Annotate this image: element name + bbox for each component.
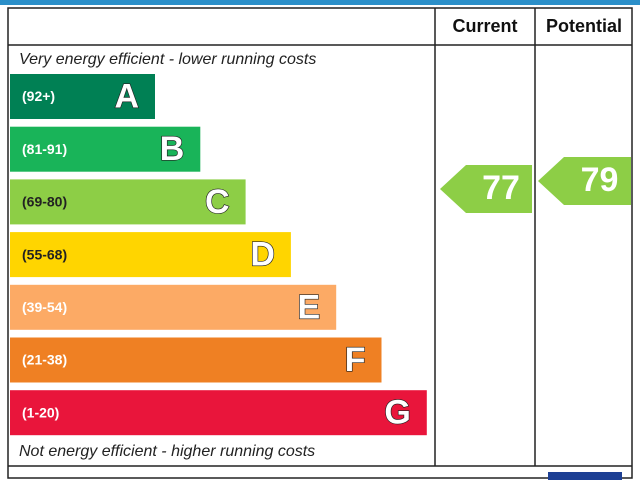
band-bar — [10, 284, 337, 330]
potential-score: 79 — [581, 161, 619, 199]
band-letter: B — [160, 130, 185, 168]
band-bar — [10, 390, 427, 436]
band-range: (92+) — [22, 88, 55, 104]
current-arrow — [440, 165, 532, 213]
top-strip — [0, 0, 640, 5]
band-letter: E — [298, 288, 321, 326]
band-bar — [10, 232, 291, 278]
band-range: (1-20) — [22, 404, 59, 420]
bottom-note: Not energy efficient - higher running co… — [19, 443, 315, 460]
band-letter: D — [250, 236, 275, 274]
band-bar — [10, 179, 246, 225]
band-letter: A — [114, 77, 139, 115]
band-letter: G — [384, 394, 410, 432]
band-range: (21-38) — [22, 352, 67, 368]
band-letter: C — [205, 183, 230, 221]
current-header: Current — [452, 16, 517, 36]
band-bar — [10, 337, 382, 383]
band-range: (69-80) — [22, 194, 67, 210]
band-bar — [10, 126, 201, 172]
band-range: (55-68) — [22, 246, 67, 262]
band-range: (81-91) — [22, 141, 67, 157]
eu-flag — [548, 472, 622, 480]
band-letter: F — [345, 341, 366, 379]
band-bar — [10, 74, 155, 119]
potential-arrow — [538, 157, 631, 205]
frame — [7, 7, 633, 479]
top-note: Very energy efficient - lower running co… — [19, 51, 316, 68]
band-range: (39-54) — [22, 299, 67, 315]
potential-header: Potential — [546, 16, 622, 36]
current-score: 77 — [482, 169, 520, 207]
